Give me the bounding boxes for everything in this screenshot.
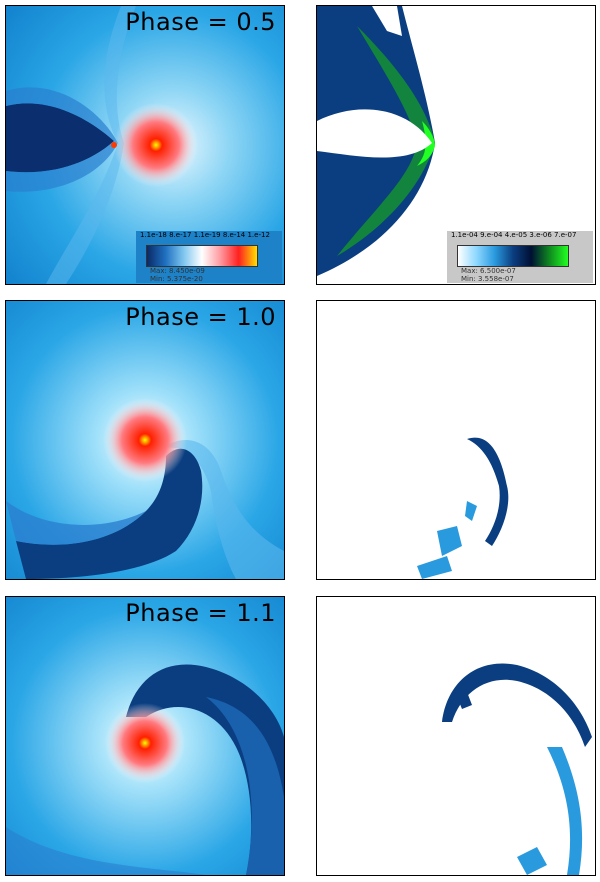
tracer-map [442, 663, 592, 875]
colorbar-max: Max: 6.500e-07 [461, 267, 516, 275]
star-icon [114, 103, 198, 187]
colorbar: 1.1e-04 9.e-04 4.e-05 3.e-06 7.e-07 Max:… [447, 231, 593, 283]
colorbar-max: Max: 8.450e-09 [150, 267, 205, 275]
colorbar-min: Min: 5.375e-20 [150, 275, 203, 283]
phase-label: Phase = 0.5 [125, 8, 276, 36]
star-icon [105, 703, 185, 783]
panel-phase-0.5-second: 1.1e-04 9.e-04 4.e-05 3.e-06 7.e-07 Max:… [316, 5, 596, 285]
colorbar-ticks: 1.1e-18 8.e-17 1.1e-19 8.e-14 1.e-12 [140, 231, 270, 239]
phase-label: Phase = 1.1 [125, 599, 276, 627]
star-icon [103, 398, 187, 482]
panel-phase-1.0-second [316, 300, 596, 580]
tracer-map [417, 437, 509, 579]
colorbar: 1.1e-18 8.e-17 1.1e-19 8.e-14 1.e-12 Max… [136, 231, 282, 283]
colorbar-ticks: 1.1e-04 9.e-04 4.e-05 3.e-06 7.e-07 [451, 231, 577, 239]
phase-label: Phase = 1.0 [125, 303, 276, 331]
density-map [6, 597, 284, 875]
colorbar-gradient [146, 245, 258, 267]
colorbar-min: Min: 3.558e-07 [461, 275, 514, 283]
colorbar-gradient [457, 245, 569, 267]
panel-phase-1.1-density: Phase = 1.1 [5, 596, 285, 876]
tracer-map [317, 6, 435, 276]
density-map [6, 301, 284, 579]
panel-phase-1.1-second [316, 596, 596, 876]
panel-phase-1.0-density: Phase = 1.0 [5, 300, 285, 580]
panel-phase-0.5-density: Phase = 0.5 1.1e-18 8.e-17 1.1e-19 8.e-1… [5, 5, 285, 285]
